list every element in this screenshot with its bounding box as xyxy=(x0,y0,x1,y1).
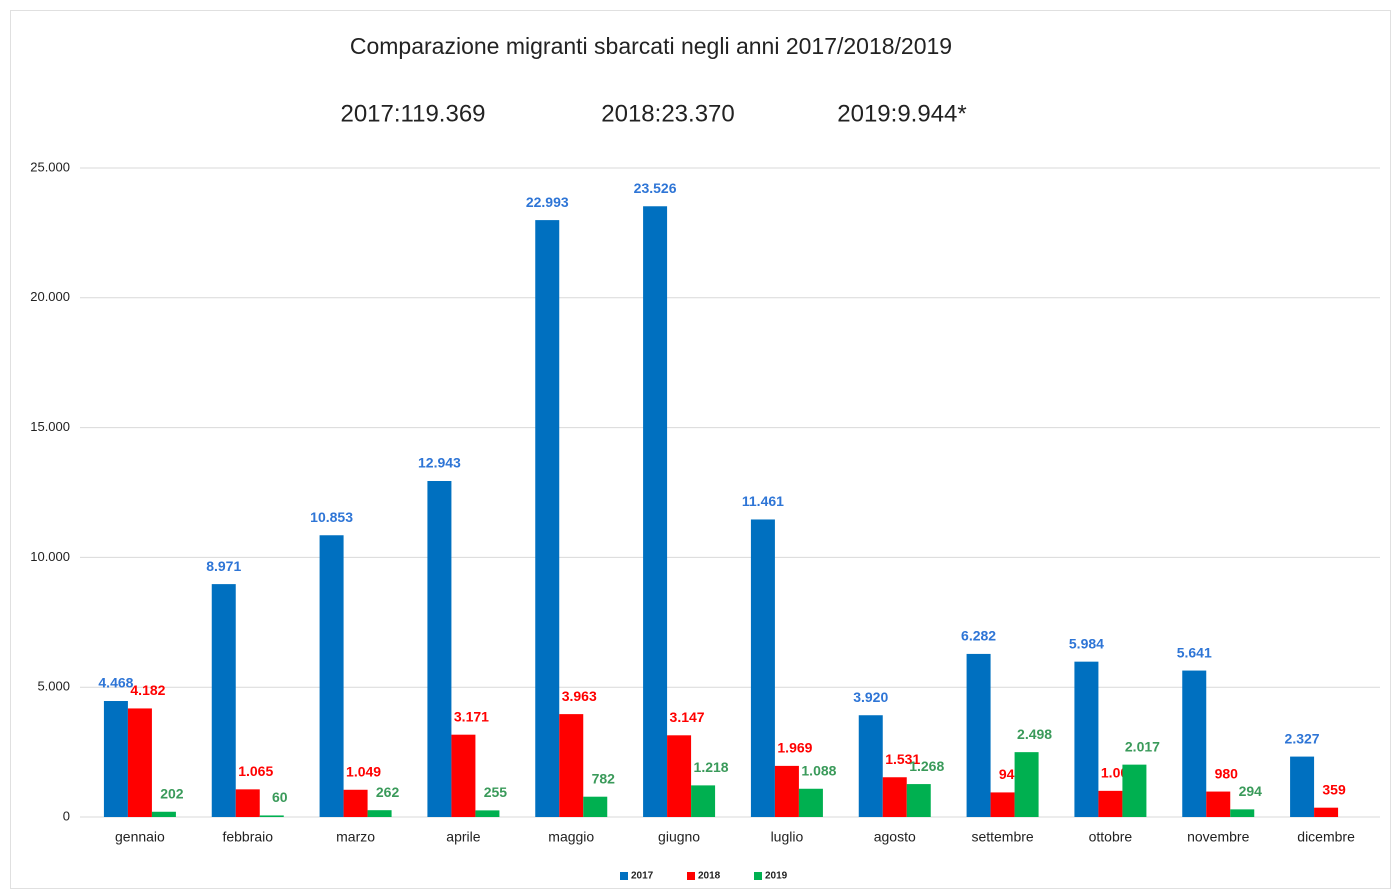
value-label: 1.969 xyxy=(777,740,812,756)
legend-label: 2018 xyxy=(698,871,721,882)
chart-frame xyxy=(10,10,1391,889)
bar xyxy=(367,810,392,817)
value-label: 2.327 xyxy=(1285,730,1320,746)
value-label: 3.171 xyxy=(454,708,489,724)
legend-label: 2019 xyxy=(765,871,788,882)
value-label: 4.468 xyxy=(98,675,133,691)
bar xyxy=(535,220,560,818)
value-label: 202 xyxy=(160,785,184,801)
bar xyxy=(259,815,284,817)
subtitle: 2018:23.370 xyxy=(601,100,734,127)
value-label: 5.984 xyxy=(1069,635,1104,651)
x-tick-label: luglio xyxy=(771,829,804,845)
value-label: 8.971 xyxy=(206,558,241,574)
x-tick-label: settembre xyxy=(971,829,1033,845)
value-label: 22.993 xyxy=(526,194,569,210)
value-label: 1.268 xyxy=(909,758,944,774)
bar xyxy=(966,653,991,817)
bar xyxy=(1230,809,1255,817)
value-label: 255 xyxy=(484,784,508,800)
bar xyxy=(643,206,668,818)
bar xyxy=(798,788,823,817)
bar xyxy=(1014,752,1039,817)
value-label: 1.218 xyxy=(694,759,729,775)
value-label: 2.498 xyxy=(1017,726,1052,742)
x-tick-label: gennaio xyxy=(115,829,165,845)
bar xyxy=(882,777,907,817)
x-tick-label: novembre xyxy=(1187,829,1249,845)
bar xyxy=(343,789,368,817)
subtitle: 2017:119.369 xyxy=(340,100,485,127)
bar xyxy=(427,480,452,817)
bar xyxy=(774,765,799,817)
x-tick-label: dicembre xyxy=(1297,829,1355,845)
y-tick-label: 0 xyxy=(63,808,70,823)
bar xyxy=(1074,661,1099,817)
bar xyxy=(1314,807,1339,817)
value-label: 3.147 xyxy=(670,709,705,725)
value-label: 782 xyxy=(592,770,616,786)
bar xyxy=(990,792,1015,817)
bar xyxy=(906,784,931,817)
bar xyxy=(1098,790,1123,817)
value-label: 1.049 xyxy=(346,763,381,779)
x-tick-label: marzo xyxy=(336,829,375,845)
x-tick-label: agosto xyxy=(874,829,916,845)
value-label: 12.943 xyxy=(418,455,461,471)
x-tick-label: giugno xyxy=(658,829,700,845)
value-label: 262 xyxy=(376,784,400,800)
bar xyxy=(559,714,584,817)
bar xyxy=(858,715,883,817)
bar xyxy=(750,519,775,817)
bar xyxy=(691,785,716,817)
bar xyxy=(667,735,692,817)
value-label: 3.920 xyxy=(853,689,888,705)
value-label: 23.526 xyxy=(634,180,677,196)
legend-swatch xyxy=(754,872,762,880)
chart-title: Comparazione migranti sbarcati negli ann… xyxy=(350,33,952,59)
value-label: 60 xyxy=(272,789,288,805)
y-tick-label: 20.000 xyxy=(30,289,70,304)
value-label: 11.461 xyxy=(742,493,784,509)
bar xyxy=(583,796,608,817)
value-label: 294 xyxy=(1239,783,1263,799)
value-label: 1.065 xyxy=(238,763,273,779)
bar xyxy=(235,789,260,817)
value-label: 980 xyxy=(1215,765,1239,781)
value-label: 359 xyxy=(1322,781,1346,797)
y-tick-label: 25.000 xyxy=(30,159,70,174)
x-tick-label: maggio xyxy=(548,829,594,845)
x-tick-label: febbraio xyxy=(222,829,273,845)
bar xyxy=(319,535,344,817)
bar xyxy=(1122,764,1147,817)
value-label: 1.531 xyxy=(885,751,920,767)
value-label: 4.182 xyxy=(130,682,165,698)
legend-swatch xyxy=(620,872,628,880)
y-tick-label: 15.000 xyxy=(30,419,70,434)
y-tick-label: 5.000 xyxy=(37,679,70,694)
bar xyxy=(475,810,500,817)
bar xyxy=(1182,670,1207,817)
subtitle: 2019:9.944* xyxy=(837,100,966,127)
value-label: 6.282 xyxy=(961,628,996,644)
value-label: 3.963 xyxy=(562,688,597,704)
x-tick-label: ottobre xyxy=(1089,829,1133,845)
bar xyxy=(1290,756,1315,817)
value-label: 10.853 xyxy=(310,509,353,525)
value-label: 2.017 xyxy=(1125,738,1160,754)
bar xyxy=(103,701,128,817)
legend-label: 2017 xyxy=(631,871,654,882)
bar xyxy=(127,708,152,817)
value-label: 1.088 xyxy=(801,762,836,778)
bar xyxy=(151,811,176,817)
value-label: 5.641 xyxy=(1177,644,1212,660)
bar xyxy=(1206,791,1231,817)
y-tick-label: 10.000 xyxy=(30,549,70,564)
bar xyxy=(211,584,236,817)
bar xyxy=(451,734,476,817)
legend-swatch xyxy=(687,872,695,880)
x-tick-label: aprile xyxy=(446,829,480,845)
